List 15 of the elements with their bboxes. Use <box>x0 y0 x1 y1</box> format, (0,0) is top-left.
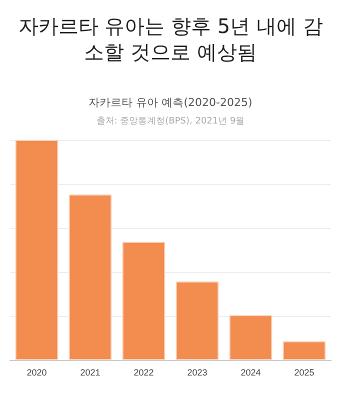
x-tick-label: 2024 <box>240 368 261 378</box>
source-note: 출처: 중앙통계청(BPS), 2021년 9월 <box>96 116 245 126</box>
bar <box>122 242 166 360</box>
bar <box>282 341 326 360</box>
x-tick-label: 2023 <box>187 368 208 378</box>
bar <box>176 281 219 360</box>
x-tick-label: 2020 <box>26 368 47 378</box>
x-tick-label: 2025 <box>294 368 314 378</box>
chart-title: 자카르타 유아는 향후 5년 내에 감소할 것으로 예상됨 <box>18 14 323 64</box>
x-tick-label: 2021 <box>80 368 100 378</box>
bar <box>15 140 58 360</box>
bar <box>68 194 112 360</box>
chart-subtitle: 자카르타 유아 예측(2020-2025) <box>88 96 252 109</box>
x-tick-label: 2022 <box>134 368 154 378</box>
bar <box>229 315 272 360</box>
